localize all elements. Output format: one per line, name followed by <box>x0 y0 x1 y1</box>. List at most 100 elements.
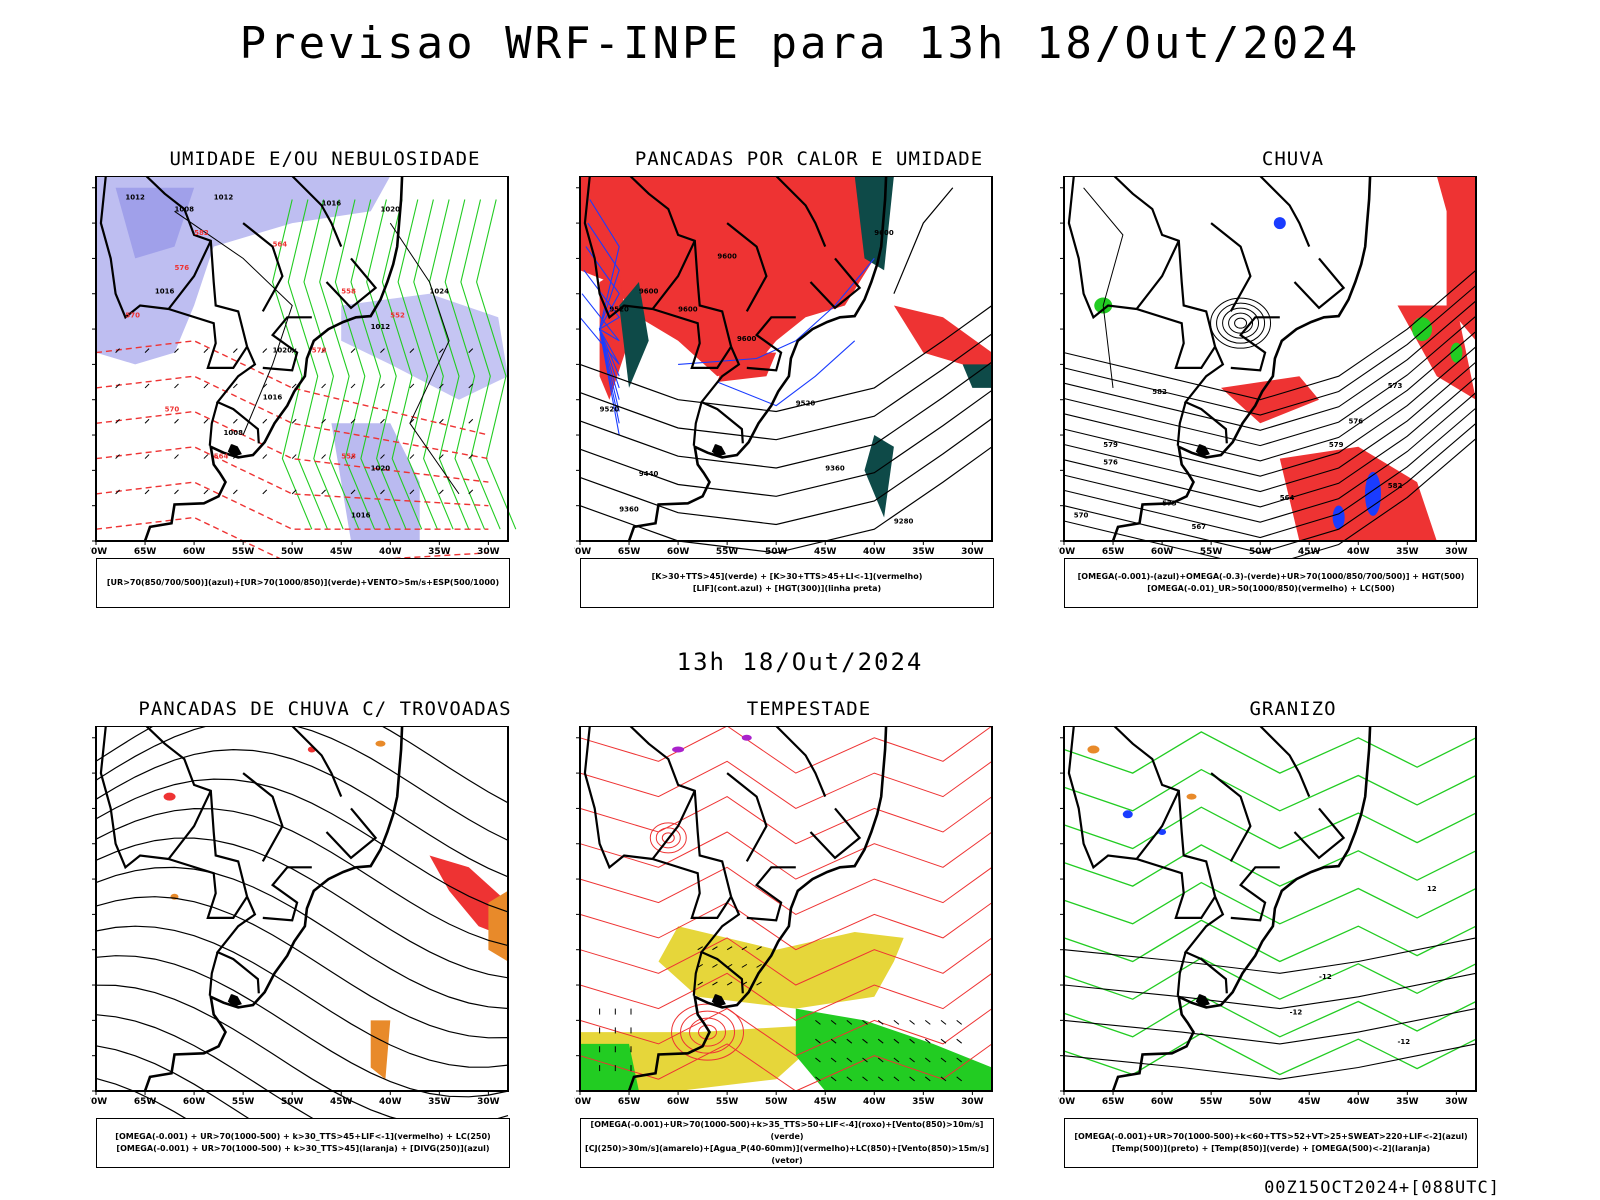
wind-vector <box>350 348 356 353</box>
hail-area-blue <box>1122 810 1133 819</box>
lon-label: 65W <box>1102 547 1125 557</box>
temp850-contour <box>1063 844 1477 887</box>
omega-area-green <box>1450 342 1463 363</box>
lif-contour <box>579 316 620 436</box>
wind-vector <box>350 489 356 495</box>
hgt500-contour <box>1063 346 1477 477</box>
lon-label: 70W <box>1058 547 1075 557</box>
streamline-850hpa <box>579 902 993 951</box>
streamline-250hpa <box>95 866 509 1010</box>
state-border <box>208 401 219 446</box>
temp850-contour <box>1063 768 1477 812</box>
isobar-label: 1012 <box>125 194 145 202</box>
temp500-contour <box>1063 1043 1477 1080</box>
lon-label: 30W <box>1445 547 1468 557</box>
legend-box: [OMEGA(-0.001)-(azul)+OMEGA(-0.3)-(verde… <box>1064 558 1478 608</box>
legend-box: [OMEGA(-0.001)+UR>70(1000-500)+k<60+TTS>… <box>1064 1118 1478 1168</box>
thickness-contour-red <box>95 446 489 507</box>
panel-title: PANCADAS POR CALOR E UMIDADE <box>634 148 984 170</box>
state-border <box>589 176 733 347</box>
run-timestamp: 00Z15OCT2024+[088UTC] <box>1264 1178 1500 1198</box>
hgt300-contour <box>579 389 993 497</box>
wind-vector <box>174 489 179 495</box>
lon-label: 70W <box>1058 1097 1075 1107</box>
legend-line-2: [OMEGA(-0.01)_UR>50(1000/850)(vermelho) … <box>1147 584 1395 593</box>
wind-vector <box>350 418 356 424</box>
wind-vector <box>940 1076 947 1082</box>
wind-vector <box>862 1076 868 1082</box>
lon-label: 70W <box>574 547 591 557</box>
wind-vector <box>956 1038 962 1044</box>
lagoon-mark <box>227 994 242 1007</box>
thickness-label: 576 <box>174 264 189 272</box>
lagoon-mark <box>711 994 726 1007</box>
map-frame <box>1063 726 1477 1092</box>
wind-vector <box>174 454 179 459</box>
state-border <box>1230 866 1280 922</box>
wind-vector <box>909 1038 915 1044</box>
omega-area-orange <box>1087 745 1100 754</box>
wind-vector <box>741 946 748 951</box>
lon-label: 60W <box>183 1097 206 1107</box>
lon-label: 30W <box>477 547 500 557</box>
state-border <box>809 807 862 860</box>
thickness-label: 558 <box>341 288 356 296</box>
streamline-250hpa <box>95 896 509 1039</box>
state-border <box>167 790 212 860</box>
state-border <box>242 772 284 862</box>
hgt500-contour <box>1063 330 1477 462</box>
wind-vector <box>877 1076 884 1082</box>
lon-label: 30W <box>961 1097 984 1107</box>
wind-vector <box>115 454 120 459</box>
isobar-label: 1012 <box>371 323 391 331</box>
state-border <box>1259 726 1311 798</box>
legend-line-2: [OMEGA(-0.001) + UR>70(1000-500) + k>30_… <box>116 1144 490 1153</box>
wind-vector <box>115 418 120 424</box>
legend-box: [OMEGA(-0.001) + UR>70(1000-500) + k>30_… <box>96 1118 510 1168</box>
thickness-label: 558 <box>341 453 356 461</box>
wind-vector <box>741 963 748 968</box>
wind-vector <box>291 418 297 424</box>
lon-label: 30W <box>1445 1097 1468 1107</box>
state-border <box>105 176 249 347</box>
hgt500-contour <box>1063 392 1477 523</box>
wind-vector <box>877 1019 884 1025</box>
state-border <box>1183 896 1228 994</box>
wind-vector <box>203 418 209 424</box>
moisture-area <box>962 364 992 388</box>
wind-vector <box>409 348 415 353</box>
thickness-label: 564 <box>273 241 288 249</box>
wind-vector <box>380 489 385 495</box>
lon-label: 55W <box>1200 1097 1223 1107</box>
wind-vector <box>144 489 150 495</box>
hgt500-contour <box>1063 361 1477 493</box>
thickness-label: 576 <box>312 347 327 355</box>
state-border <box>168 857 249 919</box>
legend-line-1: [OMEGA(-0.001)+UR>70(1000-500)+k<60+TTS>… <box>1074 1132 1468 1141</box>
wind-vector <box>203 489 209 495</box>
isobar-label: 1016 <box>155 288 175 296</box>
hgt300-label: 9600 <box>678 305 698 313</box>
state-border <box>1136 307 1217 369</box>
wind-vector <box>438 418 444 424</box>
hgt300-contour <box>579 361 993 469</box>
legend-box: [K>30+TTS>45](verde) + [K>30+TTS>45+LI<-… <box>580 558 994 608</box>
wind-vector <box>940 1038 947 1044</box>
wind-vector <box>174 383 179 389</box>
lif-contour <box>585 246 620 400</box>
map-pancadas-calor: 12S15S18S21S24S27S30S33S36S39S42S70W65W6… <box>574 176 993 557</box>
streamline-850hpa <box>579 796 993 845</box>
wind-vector <box>924 1076 931 1082</box>
wind-vector <box>291 454 297 459</box>
low-center-contour <box>1222 307 1260 339</box>
state-border <box>1067 176 1137 320</box>
lon-label: 40W <box>379 1097 402 1107</box>
storm-area-orange <box>375 740 386 747</box>
heat-instability-area <box>580 176 894 377</box>
hgt500-contour <box>1063 300 1477 431</box>
state-border <box>746 316 796 372</box>
wind-vector <box>115 348 120 353</box>
panel-trovoadas: PANCADAS DE CHUVA C/ TROVOADAS 12S15S18S… <box>90 698 560 1168</box>
wind-vector <box>830 1019 837 1025</box>
wind-vector <box>144 383 150 389</box>
